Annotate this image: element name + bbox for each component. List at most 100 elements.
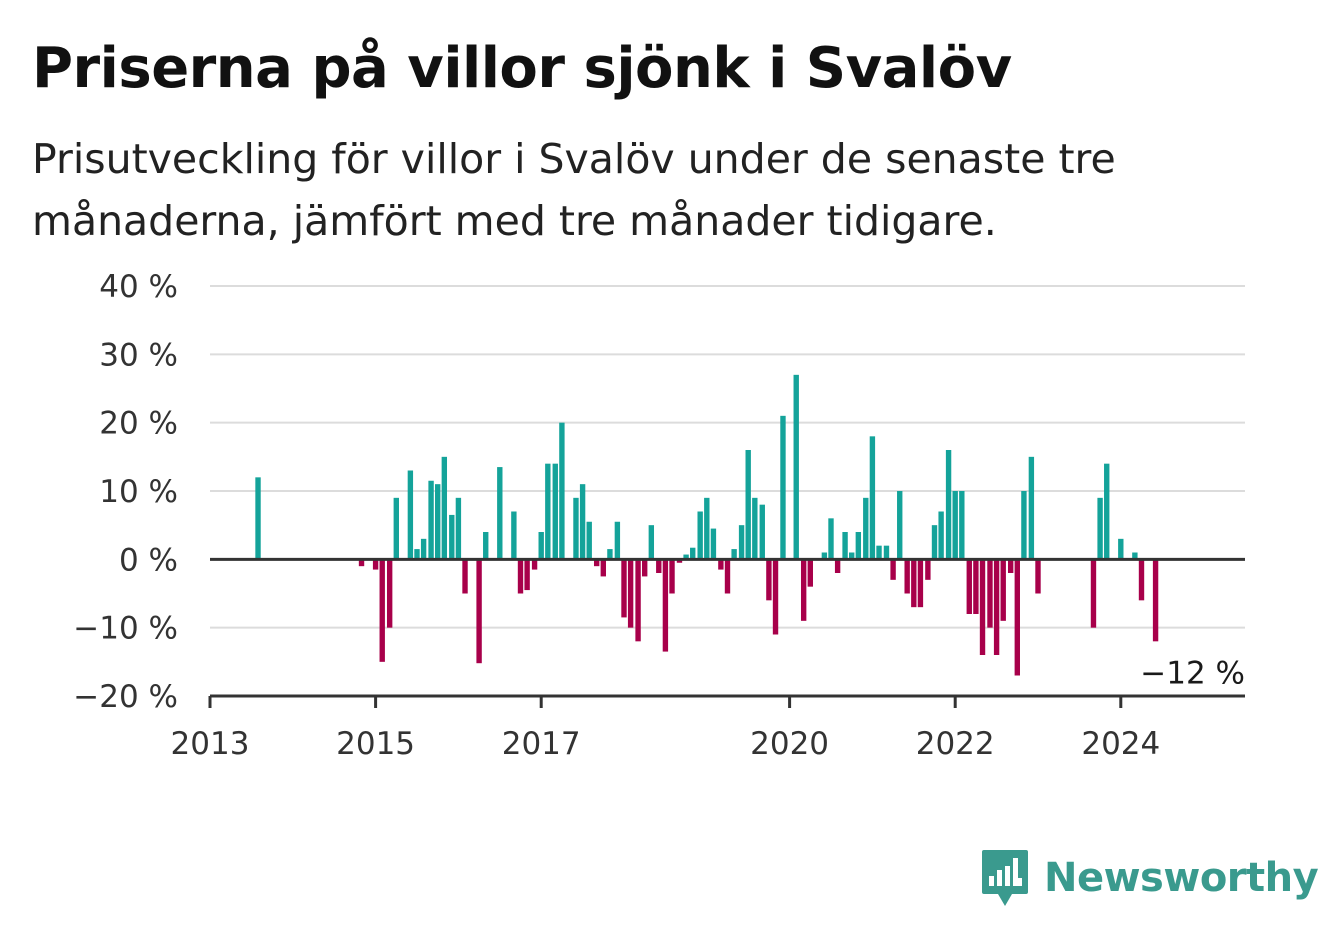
bar (925, 559, 931, 580)
bar (524, 559, 530, 591)
bar (904, 559, 910, 594)
bar-chart: −20 % −10 % 0 % 10 % 20 % 30 % 40 % 2013 2015 201… (73, 269, 1245, 762)
bar (414, 549, 420, 560)
bar (807, 559, 813, 587)
bar (476, 559, 482, 664)
y-tick-label: 30 % (99, 337, 178, 373)
bar (890, 559, 896, 580)
bar (627, 559, 634, 628)
bar (842, 532, 848, 560)
bar (386, 559, 393, 628)
bar (497, 467, 503, 560)
bar (683, 554, 689, 560)
bar (959, 491, 965, 560)
y-tick-label: 40 % (99, 269, 178, 305)
bar (669, 559, 675, 594)
bar (517, 559, 524, 594)
bar (1097, 497, 1103, 560)
bar (255, 477, 261, 560)
y-tick-label: 0 % (119, 542, 178, 578)
bar (1014, 559, 1020, 676)
bar (876, 545, 882, 560)
bar (911, 559, 917, 608)
bar (648, 525, 655, 560)
bar (428, 480, 434, 560)
bar (449, 514, 455, 560)
x-tick-label: 2015 (336, 726, 415, 762)
bar (883, 545, 890, 560)
bar (766, 559, 772, 601)
bar (931, 525, 938, 560)
bar (821, 552, 828, 560)
bar (1021, 491, 1027, 560)
bar (993, 559, 1000, 655)
bar (979, 559, 986, 655)
bar (656, 559, 662, 573)
bar (800, 559, 807, 621)
bar (869, 436, 876, 560)
bar (752, 497, 758, 560)
bar (1035, 559, 1041, 594)
x-tick-label: 2024 (1081, 726, 1160, 762)
bar (738, 525, 745, 560)
bar (745, 450, 751, 560)
bar (1132, 552, 1138, 560)
newsworthy-brand: Newsworthy (980, 848, 1319, 908)
x-tick-label: 2020 (750, 726, 829, 762)
bar (973, 559, 979, 614)
bar (662, 559, 669, 652)
bar (358, 559, 365, 567)
bar (945, 450, 952, 560)
bar (917, 559, 924, 608)
axes (208, 557, 1245, 708)
bar (697, 511, 703, 560)
bar (772, 559, 779, 635)
x-tick-label: 2017 (502, 726, 581, 762)
bar (704, 497, 710, 560)
bar (863, 497, 869, 560)
bar (545, 463, 551, 560)
bar (780, 415, 786, 560)
bar (531, 559, 538, 570)
bar (855, 532, 862, 560)
bar (676, 559, 683, 563)
y-tick-label: 20 % (99, 406, 178, 442)
bar (379, 559, 385, 662)
bar (586, 521, 592, 560)
bar (420, 538, 427, 560)
bar (966, 559, 972, 614)
bar (573, 497, 579, 560)
bar (828, 518, 834, 560)
bar (435, 484, 441, 560)
bar (511, 511, 517, 560)
bar (1104, 463, 1110, 560)
bar (793, 374, 799, 560)
bar (483, 532, 489, 560)
bar (407, 470, 414, 560)
bar (731, 549, 737, 560)
bar (455, 497, 462, 560)
bar (759, 504, 765, 560)
x-tick-label: 2022 (916, 726, 995, 762)
chart-title: Priserna på villor sjönk i Svalöv (32, 36, 1012, 101)
bar-series (255, 374, 1159, 676)
bar (614, 521, 621, 560)
bar (552, 463, 558, 560)
bar (372, 559, 379, 570)
bar (710, 528, 717, 560)
bar (1028, 456, 1035, 560)
bar (607, 549, 613, 560)
bar (538, 532, 544, 560)
chart-subtitle: Prisutveckling för villor i Svalöv under… (32, 135, 1116, 245)
bar (600, 559, 606, 577)
bar (718, 559, 724, 570)
bar (897, 491, 903, 560)
bar (724, 559, 731, 594)
bar (938, 511, 944, 560)
tick-labels: −20 % −10 % 0 % 10 % 20 % 30 % 40 % 2013 2015 201… (73, 269, 1245, 762)
bar (952, 491, 958, 560)
bar (621, 559, 627, 618)
last-value-annotation: −12 % (1140, 655, 1245, 691)
bar (635, 559, 641, 642)
bar (579, 484, 586, 560)
